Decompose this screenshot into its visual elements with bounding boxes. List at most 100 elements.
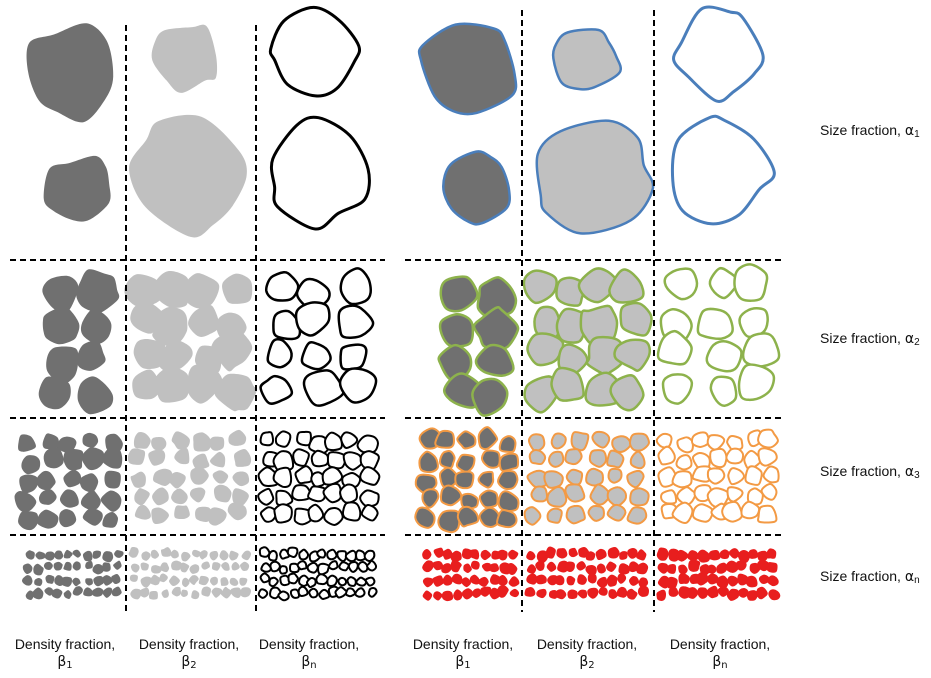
particle-alpha3-betan xyxy=(359,450,380,472)
particle-alpha3-beta2 xyxy=(611,435,632,453)
particle-alpha3-beta1 xyxy=(19,474,39,494)
particle-alpha3-beta2 xyxy=(192,453,210,470)
particle-alphan-beta2 xyxy=(189,564,200,574)
particle-alpha3-beta1 xyxy=(418,450,439,474)
particle-alphan-betan xyxy=(735,560,747,571)
particle-alpha3-beta2 xyxy=(626,469,645,489)
particle-alpha3-betan xyxy=(726,435,744,452)
particle-alpha2-beta2 xyxy=(158,339,193,372)
particle-alphan-beta2 xyxy=(192,549,201,558)
particle-alphan-beta2 xyxy=(180,589,188,598)
particle-alphan-beta1 xyxy=(43,561,53,570)
particle-alpha2-beta1 xyxy=(472,306,520,352)
particle-alphan-betan xyxy=(757,550,769,562)
particle-alphan-beta1 xyxy=(433,547,445,558)
particle-alphan-betan xyxy=(347,560,359,573)
particle-alphan-beta1 xyxy=(45,574,55,584)
particle-alpha2-betan xyxy=(339,343,368,371)
particle-alphan-beta2 xyxy=(159,573,168,583)
particle-alphan-beta2 xyxy=(241,550,251,561)
particle-alphan-betan xyxy=(367,587,378,598)
particle-alpha1-beta1 xyxy=(43,155,111,222)
particle-alphan-betan xyxy=(745,575,758,588)
particle-alpha2-beta2 xyxy=(609,373,645,412)
particle-alpha3-beta1 xyxy=(496,509,518,529)
particle-alpha3-betan xyxy=(657,445,676,466)
particle-alphan-beta2 xyxy=(160,547,172,557)
right-panel-colored-outlines xyxy=(414,5,781,602)
particle-alphan-betan xyxy=(344,587,357,598)
particle-alphan-betan xyxy=(318,588,331,601)
size-fraction-label-3: Size fraction, α3 xyxy=(820,463,920,481)
particle-alpha2-beta2 xyxy=(522,269,558,305)
particle-alpha3-beta1 xyxy=(38,489,57,505)
density-fraction-label-left-n: Density fraction, βn xyxy=(258,636,360,671)
particle-alpha3-beta1 xyxy=(437,509,461,534)
particle-alphan-beta1 xyxy=(85,560,93,569)
particle-alphan-betan xyxy=(657,562,669,574)
particle-alpha3-betan xyxy=(326,451,347,470)
particle-alpha1-betan xyxy=(672,5,765,103)
particle-alpha3-beta2 xyxy=(523,506,542,526)
particle-alphan-beta1 xyxy=(34,577,43,586)
particle-alphan-betan xyxy=(354,587,366,598)
particle-alphan-beta1 xyxy=(469,549,480,560)
particle-alphan-beta1 xyxy=(33,563,44,576)
particle-alphan-betan xyxy=(716,575,729,589)
particle-alphan-betan xyxy=(766,548,777,559)
particle-alphan-betan xyxy=(269,560,281,573)
particle-alpha3-beta2 xyxy=(587,504,605,522)
particle-alphan-betan xyxy=(656,547,669,561)
particle-alphan-beta2 xyxy=(607,546,620,559)
particle-alphan-beta1 xyxy=(102,587,113,598)
particle-alphan-beta2 xyxy=(606,574,618,587)
particle-alpha2-beta1 xyxy=(46,346,79,385)
particle-alpha2-betan xyxy=(302,369,345,407)
particle-alpha3-beta2 xyxy=(190,466,209,485)
particle-alphan-beta2 xyxy=(220,586,232,599)
particle-alphan-beta2 xyxy=(128,547,139,558)
particle-alphan-betan xyxy=(328,560,339,571)
particle-alphan-beta2 xyxy=(140,562,149,571)
particle-alphan-beta2 xyxy=(619,551,628,560)
particle-alpha3-beta2 xyxy=(530,485,549,503)
particle-alphan-beta1 xyxy=(72,586,83,596)
particle-alphan-beta2 xyxy=(556,548,568,559)
particle-alphan-betan xyxy=(315,573,329,586)
particle-alphan-betan xyxy=(767,575,779,587)
particle-alpha2-beta2 xyxy=(613,338,651,372)
particle-alpha2-beta1 xyxy=(471,377,509,417)
particle-alphan-beta2 xyxy=(606,561,617,572)
particle-alphan-beta1 xyxy=(85,578,93,586)
particle-alphan-betan xyxy=(308,587,319,599)
particle-alphan-betan xyxy=(267,550,278,562)
particle-alphan-beta1 xyxy=(72,561,81,571)
particle-alphan-betan xyxy=(737,587,749,598)
particle-alphan-betan xyxy=(695,572,709,586)
particle-alpha3-beta1 xyxy=(480,449,501,469)
particle-alphan-beta1 xyxy=(44,551,55,561)
particle-alpha3-betan xyxy=(706,434,726,451)
particle-alphan-beta1 xyxy=(92,587,104,597)
particle-alpha3-betan xyxy=(272,466,293,489)
particle-alpha3-betan xyxy=(671,501,694,524)
particle-alphan-betan xyxy=(317,562,330,576)
particle-alphan-beta2 xyxy=(149,591,158,600)
particle-alpha3-beta2 xyxy=(171,488,188,505)
particle-alpha1-betan xyxy=(269,115,371,231)
particle-alpha3-beta1 xyxy=(42,433,60,450)
particle-alphan-beta2 xyxy=(201,586,211,597)
particle-alpha3-beta2 xyxy=(127,448,146,465)
particle-alphan-beta1 xyxy=(470,560,480,570)
particle-alphan-beta2 xyxy=(231,561,240,571)
particle-alphan-beta2 xyxy=(577,589,588,599)
particle-alphan-betan xyxy=(748,549,759,559)
particle-alpha3-beta2 xyxy=(606,449,625,469)
particle-alphan-beta2 xyxy=(220,577,229,586)
particle-alpha3-betan xyxy=(323,431,343,452)
particle-alpha1-beta1 xyxy=(26,23,114,123)
particle-alphan-beta1 xyxy=(63,549,73,559)
particle-alpha3-beta1 xyxy=(43,446,64,469)
particle-alpha2-betan xyxy=(661,373,694,405)
